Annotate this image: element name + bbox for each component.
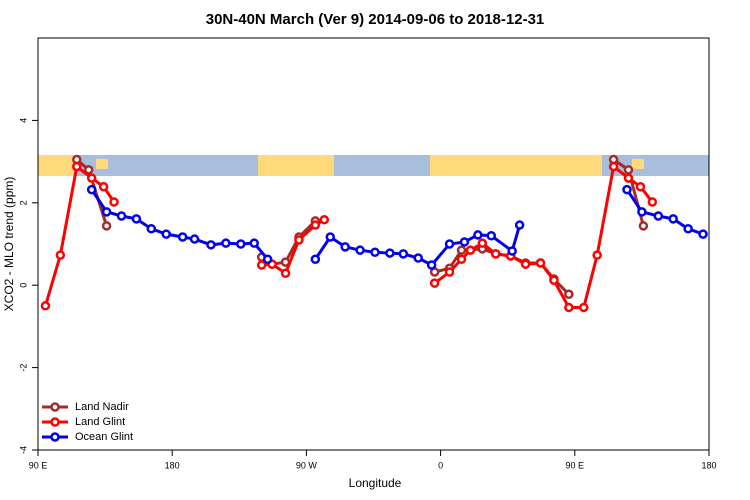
y-tick-label: 0 (18, 283, 28, 288)
data-point (109, 197, 119, 207)
legend-label: Land Nadir (75, 401, 129, 413)
data-point (340, 242, 350, 252)
data-point (236, 239, 246, 249)
data-point (40, 301, 51, 311)
data-point (456, 245, 467, 255)
data-point (444, 267, 455, 277)
data-point (535, 258, 546, 268)
land (38, 155, 74, 176)
y-tick-label: -2 (18, 364, 28, 372)
data-point (564, 302, 574, 313)
data-point (98, 181, 109, 192)
data-point (161, 229, 171, 239)
ocean (38, 155, 709, 176)
data-point (459, 237, 470, 247)
data-point (116, 211, 127, 221)
data-point (473, 230, 483, 240)
data-point (444, 239, 455, 249)
x-axis-label: Longitude (349, 476, 402, 490)
data-point (413, 253, 423, 263)
land (258, 155, 334, 176)
data-point (668, 214, 678, 224)
data-point (101, 221, 112, 231)
chart-title: 30N-40N March (Ver 9) 2014-09-06 to 2018… (206, 11, 545, 28)
legend-marker (50, 402, 60, 412)
data-point (101, 207, 112, 217)
data-point (564, 289, 574, 300)
data-point (310, 254, 321, 264)
data-point (319, 214, 330, 225)
data-point (653, 211, 664, 221)
data-point (370, 247, 380, 257)
legend-label: Ocean Glint (75, 431, 133, 443)
data-point (578, 302, 589, 313)
data-point (189, 234, 200, 244)
data-point (72, 161, 82, 172)
data-point (608, 161, 619, 172)
plot-frame (37, 37, 710, 451)
data-point (177, 232, 188, 242)
data-point (355, 245, 365, 255)
x-tick-label: 90 E (29, 460, 48, 470)
data-point (592, 250, 602, 260)
data-point (206, 240, 216, 250)
data-point (86, 173, 97, 183)
data-point (310, 220, 321, 230)
data-point (638, 221, 649, 231)
data-point (280, 268, 291, 279)
data-point (637, 207, 647, 217)
y-tick-label: -4 (18, 446, 28, 454)
x-tick-label: 90 W (296, 460, 318, 470)
data-point (385, 248, 395, 258)
data-point (465, 245, 476, 255)
y-axis-label: XCO2 - MLO trend (ppm) (2, 177, 16, 312)
data-point (256, 260, 267, 270)
data-point (456, 254, 467, 264)
data-point (429, 278, 440, 288)
x-tick-label: 180 (165, 460, 180, 470)
land (96, 159, 108, 169)
data-point (131, 214, 142, 224)
data-point (294, 235, 304, 245)
x-tick-label: 90 E (566, 460, 585, 470)
data-point (146, 224, 157, 234)
data-point (262, 254, 273, 264)
data-point (221, 238, 231, 248)
data-point (623, 173, 634, 183)
data-point (486, 231, 497, 241)
data-point (514, 220, 525, 230)
data-point (647, 197, 658, 207)
data-point (549, 275, 559, 286)
data-point (83, 165, 94, 175)
data-point (507, 246, 517, 256)
data-point (249, 238, 259, 248)
x-tick-label: 180 (701, 460, 716, 470)
data-point (398, 249, 409, 259)
data-point (325, 232, 336, 242)
data-point (426, 260, 437, 270)
legend-marker (50, 432, 60, 442)
y-tick-label: 4 (18, 118, 28, 123)
y-tick-label: 2 (18, 200, 28, 205)
data-point (491, 249, 501, 259)
legend-marker (50, 417, 60, 427)
land (430, 155, 602, 176)
legend-label: Land Glint (75, 416, 125, 428)
data-point (623, 165, 634, 175)
land (632, 159, 644, 169)
data-point (622, 184, 632, 195)
data-point (477, 238, 488, 248)
data-point (635, 181, 646, 192)
data-point (520, 259, 531, 269)
x-tick-label: 0 (438, 460, 443, 470)
data-point (698, 229, 708, 239)
data-point (55, 250, 66, 260)
data-point (683, 224, 693, 234)
map-band (38, 155, 709, 176)
data-point (86, 184, 97, 195)
